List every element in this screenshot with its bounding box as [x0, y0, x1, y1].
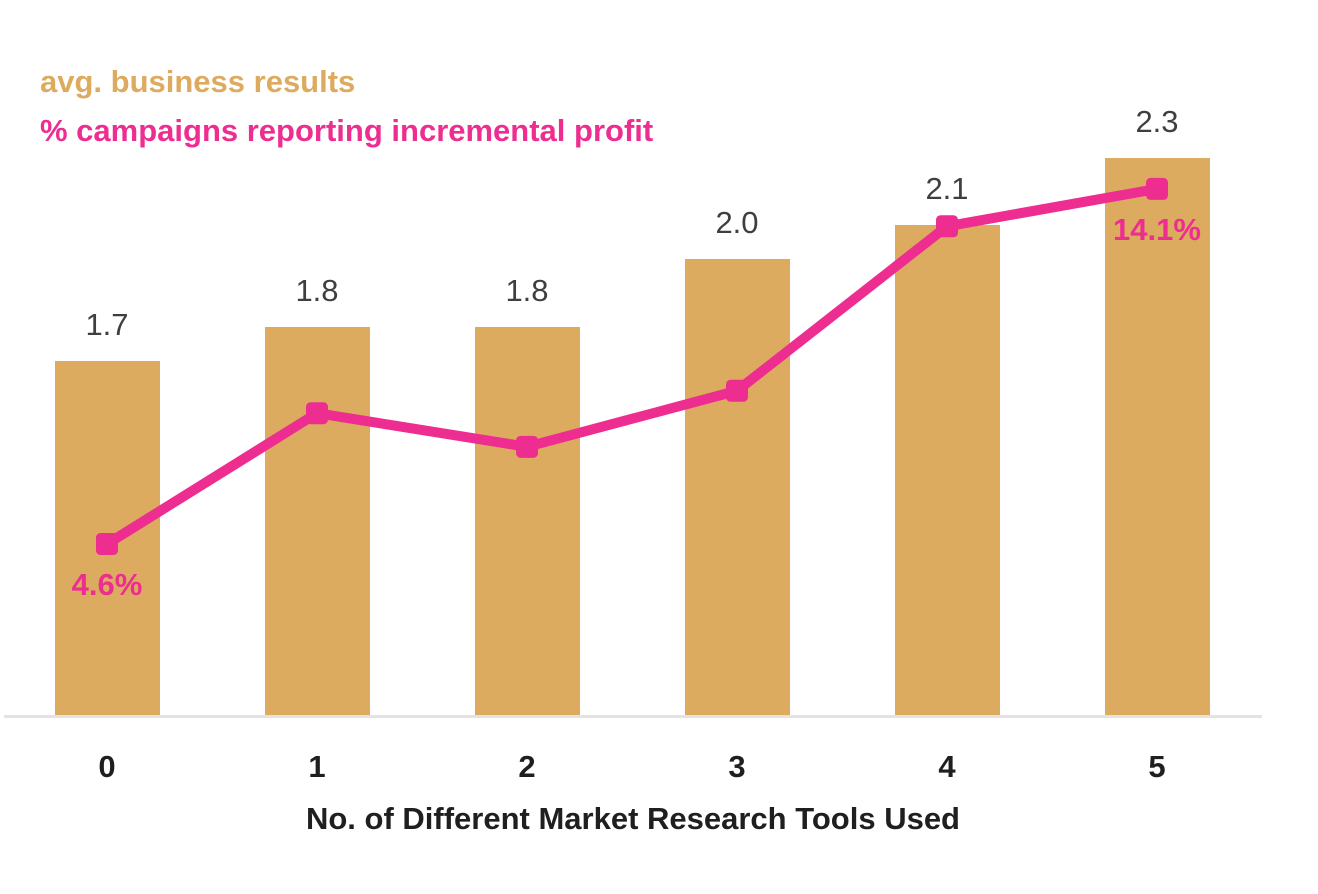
- legend-line-series-label: % campaigns reporting incremental profit: [40, 113, 654, 148]
- bar: [474, 326, 580, 716]
- bar-value-label: 2.3: [1135, 103, 1179, 139]
- x-tick-label: 5: [1148, 749, 1166, 784]
- bar: [54, 360, 160, 716]
- bar-value-label: 1.7: [85, 306, 129, 342]
- bar-value-label: 2.1: [925, 171, 969, 207]
- x-tick-label: 0: [98, 749, 116, 784]
- line-point-label: 4.6%: [71, 567, 143, 603]
- x-tick-label: 2: [518, 749, 536, 784]
- bar: [264, 326, 370, 716]
- x-axis-title: No. of Different Market Research Tools U…: [305, 801, 960, 836]
- bar-value-label: 1.8: [505, 272, 549, 308]
- x-tick-label: 4: [938, 749, 956, 784]
- legend-bar-series-label: avg. business results: [40, 64, 356, 99]
- bar: [894, 225, 1000, 716]
- x-tick-label: 3: [728, 749, 746, 784]
- bar-value-label: 1.8: [295, 272, 339, 308]
- x-tick-label: 1: [308, 749, 326, 784]
- x-axis-baseline: [4, 715, 1262, 718]
- chart-title-block: avg. business results % campaigns report…: [40, 57, 653, 155]
- line-point-label: 14.1%: [1113, 211, 1201, 247]
- bar-value-label: 2.0: [715, 205, 759, 241]
- bar: [684, 259, 790, 716]
